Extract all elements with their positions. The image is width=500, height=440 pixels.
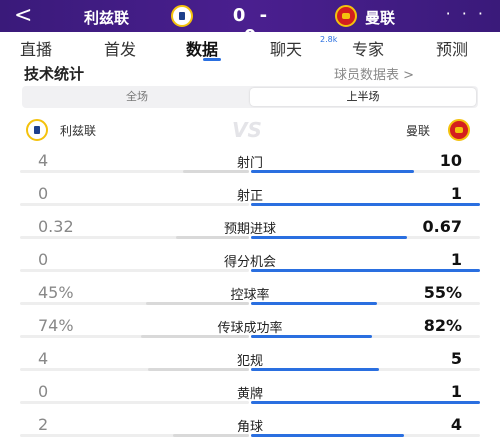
stat-row: 0 得分机会 1 bbox=[0, 249, 500, 282]
stat-home-value: 74% bbox=[38, 316, 74, 335]
stat-away-value: 1 bbox=[450, 382, 462, 401]
stat-home-value: 4 bbox=[38, 151, 49, 170]
period-full-match[interactable]: 全场 bbox=[126, 90, 148, 103]
home-team-name: 利兹联 bbox=[60, 124, 97, 138]
stat-home-bar bbox=[182, 170, 249, 173]
stat-away-value: 10 bbox=[439, 151, 462, 170]
stat-away-value: 5 bbox=[450, 349, 462, 368]
more-options-icon[interactable]: · · · bbox=[445, 4, 486, 23]
stat-label: 传球成功率 bbox=[217, 321, 283, 336]
section-title: 技术统计 bbox=[24, 65, 85, 83]
stat-home-value: 4 bbox=[38, 349, 49, 368]
active-tab-indicator bbox=[203, 58, 221, 61]
tab-stats[interactable]: 数据 bbox=[186, 40, 219, 59]
stat-away-bar bbox=[251, 335, 373, 338]
stat-home-value: 0 bbox=[38, 184, 49, 203]
stat-away-bar-track bbox=[251, 203, 480, 206]
stat-home-value: 0 bbox=[38, 382, 49, 401]
stat-away-value: 4 bbox=[450, 415, 462, 434]
stat-home-value: 0.32 bbox=[38, 217, 74, 236]
stat-home-bar bbox=[175, 236, 249, 239]
chat-count-badge: 2.8k bbox=[320, 35, 338, 44]
stat-label: 角球 bbox=[236, 420, 263, 435]
stat-row: 0 射正 1 bbox=[0, 183, 500, 216]
stat-home-bar-track bbox=[20, 170, 249, 173]
teams-row: 利兹联 VS 曼联 bbox=[0, 116, 500, 142]
header-home-team[interactable]: 利兹联 bbox=[84, 9, 130, 27]
vs-label: VS bbox=[232, 118, 262, 142]
stat-row: 45% 控球率 55% bbox=[0, 282, 500, 315]
period-first-half[interactable]: 上半场 bbox=[250, 88, 476, 106]
stat-home-bar-track bbox=[20, 269, 249, 272]
stat-row: 0.32 预期进球 0.67 bbox=[0, 216, 500, 249]
leeds-crest-icon bbox=[171, 5, 193, 27]
stat-home-bar bbox=[141, 335, 249, 338]
stat-row: 4 射门 10 bbox=[0, 150, 500, 183]
stat-home-bar bbox=[145, 302, 249, 305]
stat-home-value: 45% bbox=[38, 283, 74, 302]
stat-away-value: 1 bbox=[450, 184, 462, 203]
match-header: < 利兹联 0 - 0 曼联 · · · bbox=[0, 0, 500, 47]
stat-away-bar bbox=[251, 368, 380, 371]
period-selector: 全场 上半场 bbox=[22, 86, 478, 108]
stat-label: 犯规 bbox=[236, 354, 263, 369]
away-team-name: 曼联 bbox=[406, 124, 431, 138]
tab-prediction[interactable]: 预测 bbox=[436, 40, 469, 59]
stat-label: 控球率 bbox=[230, 288, 270, 303]
stat-away-bar-track bbox=[251, 335, 480, 338]
tab-bar: 直播 首发 数据 聊天 专家 预测 bbox=[0, 32, 500, 62]
stat-away-bar-track bbox=[251, 302, 480, 305]
stat-away-bar-track bbox=[251, 170, 480, 173]
stat-home-bar-track bbox=[20, 302, 249, 305]
stat-away-bar-track bbox=[251, 434, 480, 437]
stat-label: 黄牌 bbox=[236, 387, 263, 402]
stat-away-bar bbox=[251, 302, 377, 305]
stat-home-bar-track bbox=[20, 368, 249, 371]
stat-home-value: 0 bbox=[38, 250, 49, 269]
stat-home-bar-track bbox=[20, 434, 249, 437]
stat-away-value: 55% bbox=[423, 283, 462, 302]
stat-label: 射正 bbox=[236, 189, 263, 204]
stat-away-bar bbox=[251, 269, 480, 272]
stat-row: 4 犯规 5 bbox=[0, 348, 500, 381]
header-away-team[interactable]: 曼联 bbox=[365, 9, 396, 27]
stat-away-value: 82% bbox=[423, 316, 462, 335]
stat-home-bar bbox=[148, 368, 249, 371]
stat-away-value: 1 bbox=[450, 250, 462, 269]
stat-away-bar bbox=[251, 170, 414, 173]
tab-chat[interactable]: 聊天 bbox=[270, 40, 303, 59]
stat-away-bar bbox=[251, 401, 480, 404]
stat-away-bar bbox=[251, 203, 480, 206]
stat-label: 射门 bbox=[236, 156, 263, 171]
stat-away-bar-track bbox=[251, 401, 480, 404]
player-stats-link[interactable]: 球员数据表 > bbox=[334, 68, 415, 83]
tab-lineup[interactable]: 首发 bbox=[104, 40, 137, 59]
stat-away-bar bbox=[251, 236, 407, 239]
stat-home-bar-track bbox=[20, 335, 249, 338]
stat-home-bar-track bbox=[20, 401, 249, 404]
stat-label: 得分机会 bbox=[223, 255, 276, 270]
man-utd-crest-icon bbox=[448, 119, 470, 141]
stat-away-bar-track bbox=[251, 269, 480, 272]
leeds-crest-icon bbox=[26, 119, 48, 141]
stat-row: 74% 传球成功率 82% bbox=[0, 315, 500, 348]
stat-away-bar-track bbox=[251, 368, 480, 371]
stat-away-bar-track bbox=[251, 236, 480, 239]
stat-row: 2 角球 4 bbox=[0, 414, 500, 440]
stat-label: 预期进球 bbox=[223, 222, 276, 237]
stat-away-bar bbox=[251, 434, 405, 437]
stat-home-bar-track bbox=[20, 236, 249, 239]
stat-home-value: 2 bbox=[38, 415, 49, 434]
tab-live[interactable]: 直播 bbox=[20, 40, 53, 59]
man-utd-crest-icon bbox=[335, 5, 357, 27]
tab-experts[interactable]: 专家 bbox=[352, 40, 385, 59]
stat-row: 0 黄牌 1 bbox=[0, 381, 500, 414]
back-icon[interactable]: < bbox=[14, 3, 33, 28]
stat-home-bar-track bbox=[20, 203, 249, 206]
stat-home-bar bbox=[173, 434, 249, 437]
stat-away-value: 0.67 bbox=[422, 217, 462, 236]
